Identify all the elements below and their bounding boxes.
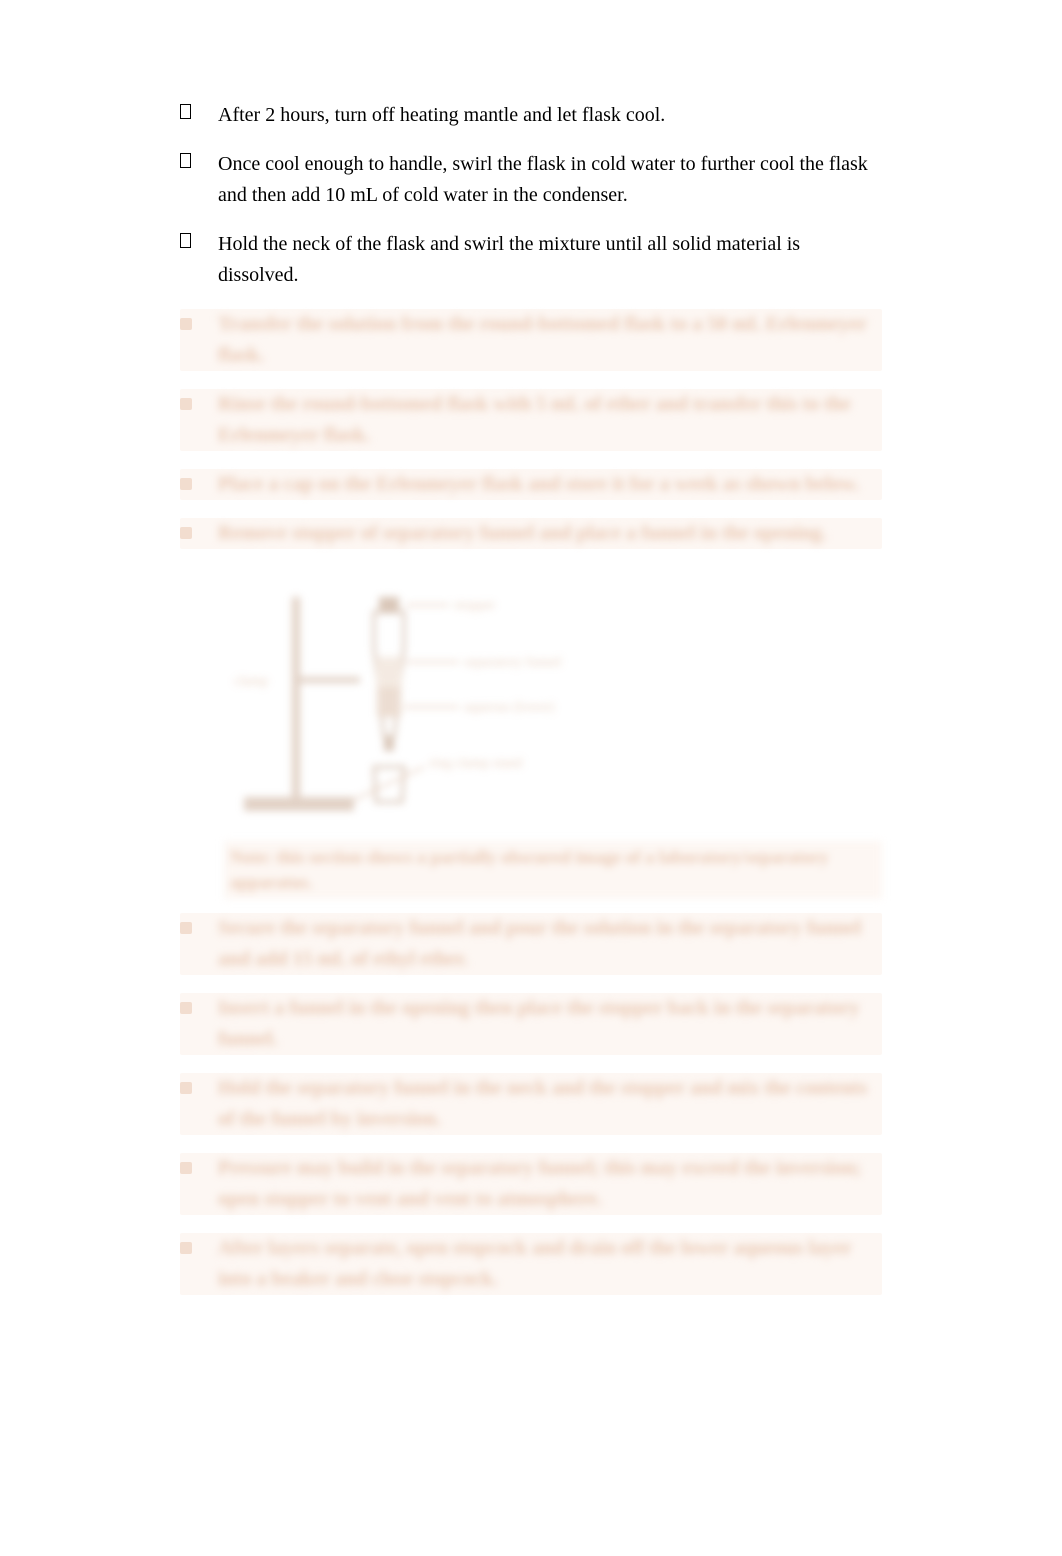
procedure-list-continued: Secure the separatory funnel and pour th… — [180, 913, 882, 1295]
bullet-icon — [180, 1242, 192, 1254]
stopcock — [384, 737, 394, 751]
bullet-icon — [180, 318, 192, 330]
list-item-obscured: Secure the separatory funnel and pour th… — [180, 913, 882, 975]
list-item-obscured: After layers separate, open stopcock and… — [180, 1233, 882, 1295]
stopper — [379, 597, 399, 612]
list-item-text: Remove stopper of separatory funnel and … — [218, 522, 827, 544]
bullet-icon — [180, 398, 192, 410]
ring-clamp — [300, 677, 360, 683]
diagram-label: stopper — [454, 598, 496, 613]
list-item-obscured: Transfer the solution from the round-bot… — [180, 309, 882, 371]
list-item-obscured: Hold the separatory funnel in the neck a… — [180, 1073, 882, 1135]
bullet-icon — [180, 527, 192, 539]
stand-rod — [292, 597, 300, 797]
list-item-text: After 2 hours, turn off heating mantle a… — [218, 104, 665, 126]
bullet-icon — [180, 233, 191, 248]
list-item: After 2 hours, turn off heating mantle a… — [180, 100, 882, 131]
bullet-icon — [180, 1002, 192, 1014]
list-item-text: Place a cap on the Erlenmeyer flask and … — [218, 473, 859, 495]
list-item-obscured: Pressure may build in the separatory fun… — [180, 1153, 882, 1215]
bullet-icon — [180, 1162, 192, 1174]
list-item-text: Once cool enough to handle, swirl the fl… — [218, 153, 868, 206]
diagram-label: separatory funnel — [464, 655, 562, 670]
list-item-obscured: Insert a funnel in the opening then plac… — [180, 993, 882, 1055]
list-item-text: Transfer the solution from the round-bot… — [218, 313, 867, 366]
list-item-text: Insert a funnel in the opening then plac… — [218, 997, 859, 1050]
list-item-text: After layers separate, open stopcock and… — [218, 1237, 851, 1290]
list-item-obscured: Rinse the round-bottomed flask with 5 mL… — [180, 389, 882, 451]
list-item: Once cool enough to handle, swirl the fl… — [180, 149, 882, 211]
diagram-label: ring clamp stand — [429, 756, 522, 771]
list-item-text: Secure the separatory funnel and pour th… — [218, 917, 861, 970]
diagram-label: aqueous (lower) — [464, 700, 555, 715]
procedure-list: After 2 hours, turn off heating mantle a… — [180, 100, 882, 549]
list-item-text: Hold the separatory funnel in the neck a… — [218, 1077, 867, 1130]
list-item: Hold the neck of the flask and swirl the… — [180, 229, 882, 291]
diagram-label: clamp — [234, 674, 268, 689]
diagram-caption: Note: this section shows a partially obs… — [224, 841, 882, 899]
bullet-icon — [180, 922, 192, 934]
bullet-icon — [180, 104, 191, 119]
document-page: After 2 hours, turn off heating mantle a… — [0, 0, 1062, 1556]
stand-base — [244, 797, 354, 811]
list-item-text: Hold the neck of the flask and swirl the… — [218, 233, 800, 286]
bullet-icon — [180, 478, 192, 490]
list-item-obscured: Place a cap on the Erlenmeyer flask and … — [180, 469, 882, 500]
apparatus-diagram: stopper separatory funnel aqueous (lower… — [224, 567, 584, 827]
list-item-text: Rinse the round-bottomed flask with 5 mL… — [218, 393, 851, 446]
upper-layer — [376, 657, 402, 687]
list-item-obscured: Remove stopper of separatory funnel and … — [180, 518, 882, 549]
lower-layer — [377, 687, 401, 717]
bullet-icon — [180, 1082, 192, 1094]
list-item-text: Pressure may build in the separatory fun… — [218, 1157, 861, 1210]
bullet-icon — [180, 153, 191, 168]
apparatus-svg: stopper separatory funnel aqueous (lower… — [224, 567, 584, 827]
